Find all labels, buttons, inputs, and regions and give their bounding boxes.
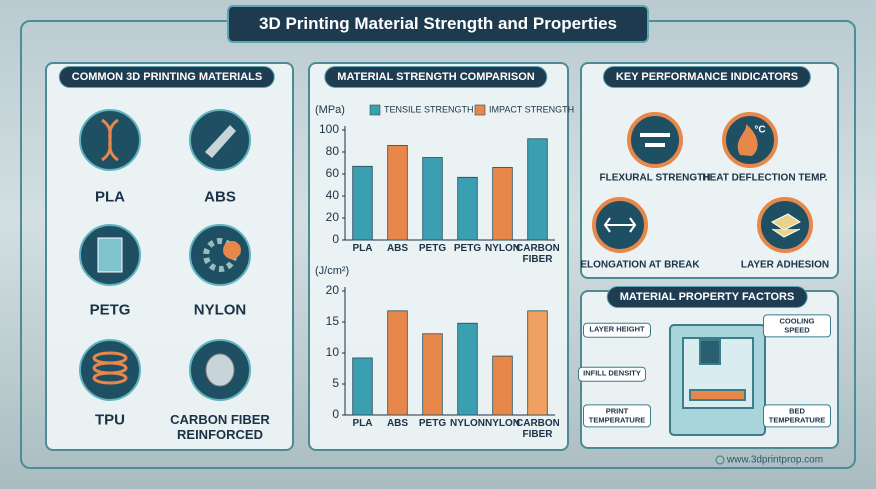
label-box: PETG xyxy=(453,244,482,254)
y-tick-label: 5 xyxy=(332,376,339,390)
x-tick-label: PLA xyxy=(352,244,373,254)
x-tick-label: NYLON xyxy=(485,419,520,429)
material-label: NYLON xyxy=(193,301,247,319)
material-label: TPU xyxy=(95,411,125,429)
label-box: ABS xyxy=(386,419,409,429)
x-tick-label: CARBON FIBER xyxy=(516,244,559,265)
legend-swatch xyxy=(474,104,486,116)
bar xyxy=(492,166,513,241)
x-tick-label: PETG xyxy=(418,419,447,429)
panel-heading: MATERIAL STRENGTH COMPARISON xyxy=(324,66,548,88)
y-axis-label: (J/cm²) xyxy=(315,265,349,277)
bar xyxy=(492,355,513,416)
label-box: NYLON xyxy=(485,419,520,429)
kpi-label: FLEXURAL STRENGTH xyxy=(599,172,711,184)
footer: www.3dprintprop.com xyxy=(726,454,824,466)
x-tick-label: NYLON xyxy=(450,419,485,429)
label-box: PETG xyxy=(418,244,447,254)
legend-label: IMPACT STRENGTH xyxy=(489,104,574,114)
material-label: ABS xyxy=(204,188,236,206)
panel-heading: MATERIAL PROPERTY FACTORS xyxy=(606,286,808,308)
y-tick-label: 20 xyxy=(326,210,340,224)
x-tick-label: ABS xyxy=(386,244,409,254)
kpi-label: ELONGATION AT BREAK xyxy=(580,259,700,271)
legend-swatch xyxy=(369,104,381,116)
bar xyxy=(352,357,373,416)
label-box: ABS xyxy=(386,244,409,254)
bar xyxy=(457,176,478,241)
factor-label: COOLING SPEED xyxy=(763,314,831,338)
x-tick-label: CARBON FIBER xyxy=(516,419,559,440)
y-tick-label: 40 xyxy=(326,188,340,202)
material-label: CARBON FIBER REINFORCED xyxy=(170,412,270,442)
kpi-label: LAYER ADHESION xyxy=(740,259,830,271)
legend-label: TENSILE STRENGTH xyxy=(384,104,474,114)
factor-label: LAYER HEIGHT xyxy=(583,322,651,338)
y-axis-label: (MPa) xyxy=(315,104,345,116)
icon-label: °C xyxy=(754,124,766,136)
factor-label: BED TEMPERATURE xyxy=(763,404,831,428)
x-tick-label: PETG xyxy=(418,244,447,254)
factor-label: PRINT TEMPERATURE xyxy=(583,404,651,428)
label-box: PLA xyxy=(352,244,373,254)
kpi-label: HEAT DEFLECTION TEMP. xyxy=(702,172,828,184)
y-tick-label: 0 xyxy=(332,407,339,421)
bar xyxy=(422,333,443,416)
y-tick-label: 80 xyxy=(326,144,340,158)
page-title: 3D Printing Material Strength and Proper… xyxy=(226,5,650,43)
factor-label: INFILL DENSITY xyxy=(578,366,646,382)
bar xyxy=(422,157,443,241)
label-box: CARBON FIBER xyxy=(516,244,559,265)
label-box: CARBON FIBER xyxy=(516,419,559,440)
label-box: PLA xyxy=(352,419,373,429)
y-tick-label: 60 xyxy=(326,166,340,180)
material-label: PLA xyxy=(95,188,125,206)
bar xyxy=(352,165,373,241)
bar xyxy=(387,310,408,416)
x-tick-label: NYLON xyxy=(485,244,520,254)
y-tick-label: 0 xyxy=(332,232,339,246)
label-box: PETG xyxy=(418,419,447,429)
x-tick-label: PLA xyxy=(352,419,373,429)
x-tick-label: ABS xyxy=(386,419,409,429)
bar xyxy=(457,322,478,416)
bar xyxy=(527,310,548,416)
y-tick-label: 20 xyxy=(326,283,340,297)
panel-heading: KEY PERFORMANCE INDICATORS xyxy=(602,66,812,88)
bar xyxy=(527,138,548,241)
panel-heading: COMMON 3D PRINTING MATERIALS xyxy=(58,66,276,88)
label-box: NYLON xyxy=(450,419,485,429)
y-tick-label: 10 xyxy=(326,345,340,359)
bar xyxy=(387,144,408,241)
y-tick-label: 15 xyxy=(326,314,340,328)
y-tick-label: 100 xyxy=(319,122,339,136)
label-box: NYLON xyxy=(485,244,520,254)
x-tick-label: PETG xyxy=(453,244,482,254)
material-label: PETG xyxy=(89,301,131,319)
